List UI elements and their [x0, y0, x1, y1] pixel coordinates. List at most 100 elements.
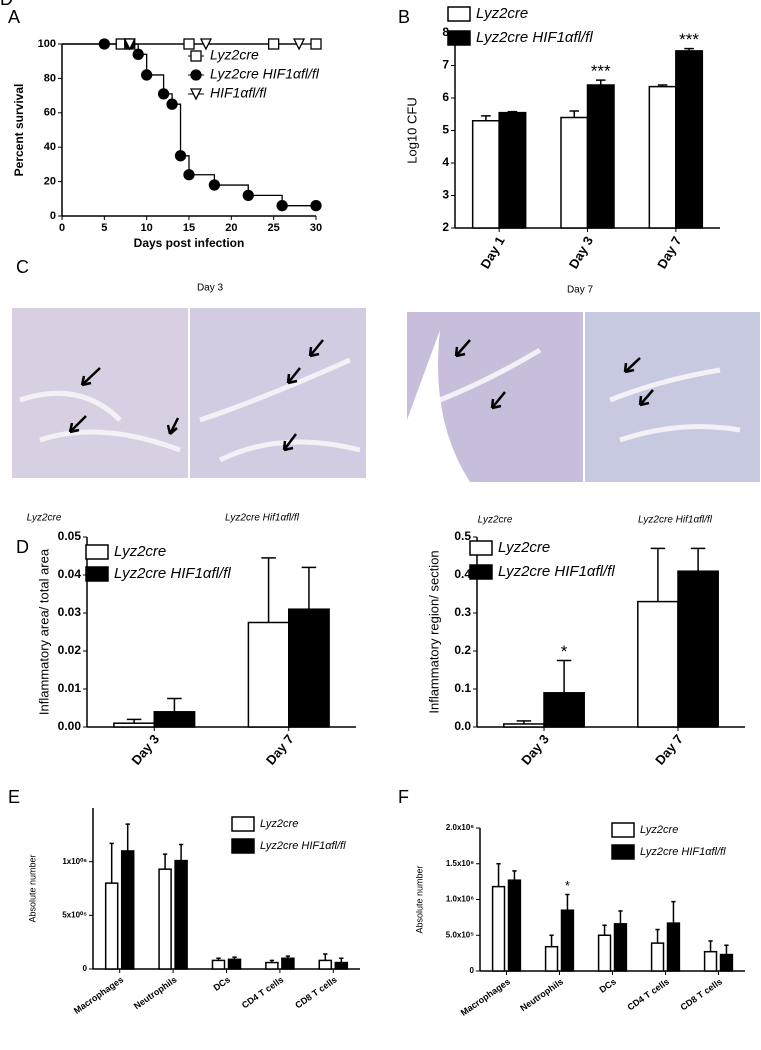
bar [334, 961, 349, 970]
legend-label: Lyz2cre HIF1αfl/fl [476, 29, 593, 46]
legend-label: HIF1αfl/fl [210, 85, 267, 101]
bar [247, 621, 290, 728]
bar [211, 959, 226, 970]
panel-letter: F [398, 787, 409, 807]
bar [503, 723, 545, 728]
y-tick-label: 4 [442, 155, 449, 169]
marker [190, 69, 202, 81]
marker [157, 88, 170, 100]
y-axis-label: Absolute number [27, 854, 37, 922]
bar [675, 50, 704, 229]
x-tick-label: Day 3 [128, 731, 162, 767]
image-caption: Lyz2cre [478, 515, 513, 526]
bar [158, 868, 172, 970]
legend-label: Lyz2cre HIF1αfl/fl [114, 565, 231, 582]
legend-label: Lyz2cre [498, 539, 550, 556]
y-tick-label: 0.5 [454, 529, 471, 543]
bar [586, 84, 615, 229]
bar [265, 961, 279, 970]
bar [227, 958, 242, 970]
bar [613, 923, 628, 972]
marker [276, 200, 288, 212]
panel-letter: D [0, 0, 13, 9]
day-label: Day 3 [197, 283, 224, 294]
panel-letter: E [8, 787, 20, 807]
y-tick-label: 0.02 [58, 643, 82, 657]
bar [491, 885, 506, 972]
marker [166, 98, 178, 110]
marker [310, 200, 322, 212]
bar [648, 85, 677, 229]
legend-label: Lyz2cre [640, 824, 678, 836]
y-tick-label: 6 [442, 90, 449, 104]
marker [208, 179, 221, 191]
x-tick-label: Day 1 [477, 234, 507, 272]
y-axis-label: Percent survival [12, 84, 26, 177]
legend-swatch [447, 30, 471, 46]
bar [544, 945, 559, 972]
y-tick-label: 8 [442, 25, 449, 39]
x-tick-label: DCs [598, 976, 618, 995]
y-tick-label: 2.0x10⁶ [446, 823, 474, 832]
bar [637, 600, 679, 728]
bar [288, 608, 330, 728]
marker [242, 189, 254, 202]
marker [132, 48, 144, 60]
image-caption: Lyz2cre [27, 513, 62, 524]
y-tick-label: 0 [470, 966, 475, 975]
marker [123, 38, 136, 51]
y-tick-label: 0.03 [58, 605, 82, 619]
x-tick-label: CD4 T cells [626, 976, 671, 1012]
significance: *** [591, 62, 611, 81]
bar [666, 922, 681, 972]
histology-images: C Day 3 Day 7 Lyz2cre Lyz2cre Hif1αfl/fl… [12, 257, 760, 526]
y-tick-label: 0.01 [58, 681, 82, 695]
y-axis-label: Inflammatory region/ section [426, 550, 441, 713]
x-tick-label: Day 7 [263, 731, 297, 767]
x-tick-label: CD8 T cells [293, 974, 338, 1010]
marker [183, 38, 195, 50]
y-axis-label: Inflammatory area/ total area [36, 548, 51, 715]
bar [120, 850, 135, 970]
y-tick-label: 0 [83, 964, 88, 973]
significance: * [561, 642, 568, 661]
bar [153, 711, 196, 728]
bar [719, 953, 734, 972]
legend-label: Lyz2cre HIF1αfl/fl [210, 66, 320, 82]
x-tick-label: 10 [141, 222, 153, 234]
legend-swatch [611, 844, 635, 860]
legend-label: Lyz2cre [476, 5, 528, 22]
legend-swatch [469, 564, 493, 580]
image-caption: Lyz2cre Hif1αfl/fl [225, 513, 300, 524]
y-tick-label: 80 [44, 72, 56, 84]
x-tick-label: 0 [59, 222, 65, 234]
bar [560, 116, 589, 229]
marker [98, 38, 110, 50]
y-tick-label: 0.2 [454, 643, 471, 657]
x-tick-label: 5 [101, 222, 107, 234]
image-background [407, 330, 470, 482]
y-tick-label: 1.5x10⁶ [446, 859, 474, 868]
panel-letter: A [8, 7, 20, 27]
y-tick-label: 20 [44, 176, 56, 188]
bar [498, 111, 527, 229]
y-tick-label: 0.04 [58, 567, 82, 581]
x-tick-label: CD8 T cells [679, 976, 724, 1012]
marker [189, 88, 203, 101]
image-caption: Lyz2cre Hif1αfl/fl [638, 515, 713, 526]
marker [190, 50, 202, 62]
y-tick-label: 2 [442, 220, 449, 234]
y-tick-label: 0.0 [454, 719, 471, 733]
legend-label: Lyz2cre HIF1αfl/fl [498, 563, 615, 580]
legend-swatch [611, 822, 635, 838]
y-tick-label: 0.1 [454, 681, 471, 695]
legend-label: Lyz2cre HIF1αfl/fl [640, 846, 726, 858]
legend-swatch [447, 6, 471, 22]
x-tick-label: 25 [268, 222, 280, 234]
bar [174, 859, 188, 970]
bar [560, 909, 575, 972]
significance: * [565, 878, 570, 893]
y-tick-label: 100 [38, 38, 56, 50]
bar [281, 957, 295, 970]
